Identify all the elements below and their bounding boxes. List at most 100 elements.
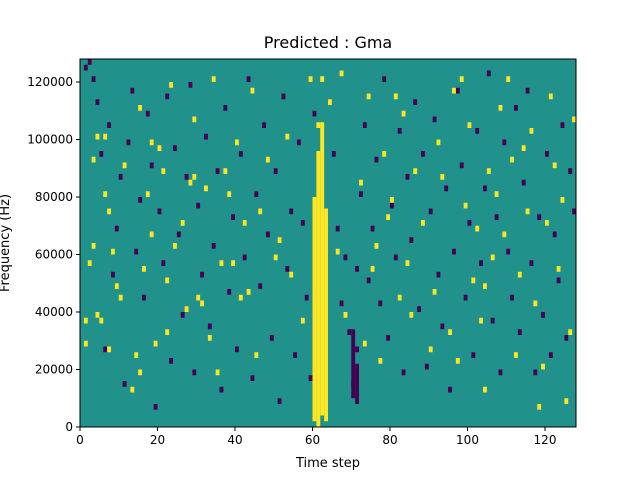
heatmap-cell-low (386, 335, 391, 341)
heatmap-cell-high (142, 266, 146, 272)
heatmap-cell-low (409, 237, 414, 243)
heatmap-cell-high (521, 145, 526, 151)
heatmap-cell-low (277, 398, 282, 404)
heatmap-cell-high (122, 162, 127, 169)
chart-title: Predicted : Gma (264, 33, 392, 52)
heatmap-cell-low (483, 185, 487, 192)
heatmap-cell-low (568, 168, 573, 174)
heatmap-cell-low (467, 220, 472, 226)
heatmap-cell-high (207, 335, 212, 341)
y-tick-label: 80000 (35, 190, 73, 204)
heatmap-cell-low (382, 76, 387, 82)
heatmap-cell-low (262, 122, 267, 128)
heatmap-cell-high (103, 133, 108, 140)
heatmap-cell-high (91, 156, 96, 163)
heatmap-cell-low (498, 369, 503, 376)
heatmap-cell-low (111, 271, 115, 278)
heatmap-cell-low (362, 122, 367, 128)
heatmap-cell-high (343, 312, 348, 318)
heatmap-band-high (320, 76, 325, 82)
heatmap-cell-high (541, 363, 546, 370)
heatmap-cell-high (242, 220, 247, 226)
heatmap-cell-low (374, 156, 379, 163)
heatmap-cell-low (413, 99, 418, 105)
heatmap-cell-low (219, 386, 224, 393)
heatmap-cell-low (490, 317, 495, 324)
heatmap-cell-high (335, 248, 340, 255)
heatmap-cell-low (533, 369, 538, 376)
heatmap-cell-high (107, 346, 112, 353)
heatmap-cell-high (308, 76, 313, 82)
heatmap-cell-high (533, 300, 538, 307)
heatmap-cell-low (560, 122, 565, 128)
heatmap-cell-high (165, 277, 170, 284)
heatmap-cell-high (95, 133, 100, 140)
heatmap-cell-low (173, 145, 177, 151)
heatmap-cell-high (188, 179, 193, 186)
heatmap-cell-low (200, 271, 205, 278)
x-tick-label: 60 (305, 433, 320, 447)
heatmap-cell-low (289, 208, 294, 215)
heatmap-cell-high (215, 369, 220, 376)
heatmap-cell-high (250, 87, 255, 94)
heatmap-cell-low (393, 254, 398, 261)
heatmap-cell-high (83, 340, 88, 347)
heatmap-cell-low (297, 139, 301, 146)
heatmap-cell-low (215, 168, 220, 174)
heatmap-cell-high (428, 346, 433, 353)
heatmap-cell-high (483, 283, 487, 289)
heatmap-cell-high (397, 294, 402, 301)
heatmap-cell-low (390, 202, 394, 209)
heatmap-cell-high (362, 340, 367, 347)
x-tick-label: 80 (382, 433, 397, 447)
heatmap-cell-low (157, 208, 162, 215)
x-tick-label: 0 (76, 433, 84, 447)
heatmap-cell-high (165, 329, 170, 335)
heatmap-cell-high (382, 151, 387, 157)
heatmap-cell-high (440, 174, 445, 180)
y-axis-label: Frequency (Hz) (0, 194, 13, 292)
heatmap-cell-high (467, 122, 472, 128)
heatmap-cell-high (184, 306, 189, 312)
heatmap-cell-low (359, 191, 363, 197)
heatmap-cell-low (463, 294, 468, 301)
heatmap-cell-high (99, 317, 104, 324)
heatmap-cell-low (331, 151, 336, 157)
heatmap-cell-low (176, 231, 181, 238)
heatmap-cell-high (490, 254, 495, 261)
heatmap-cell-high (486, 168, 491, 174)
heatmap-cell-high (409, 312, 414, 318)
x-tick-label: 120 (534, 433, 557, 447)
heatmap-cell-high (436, 139, 441, 146)
heatmap-cell-high (130, 386, 135, 393)
heatmap-cell-low (405, 174, 410, 180)
heatmap-cell-high (211, 76, 216, 82)
heatmap-cell-high (153, 340, 158, 347)
heatmap-cell-low (223, 105, 228, 111)
heatmap-cell-high (138, 369, 143, 376)
heatmap-cell-low (211, 243, 216, 249)
heatmap-cell-high (471, 277, 476, 284)
heatmap-cell-low (471, 352, 476, 358)
heatmap-cell-low (122, 381, 127, 387)
heatmap-cell-low (293, 352, 298, 358)
heatmap-band-high (316, 151, 321, 427)
heatmap-cell-low (138, 197, 143, 203)
heatmap-cell-high (258, 208, 263, 215)
heatmap-cell-low (300, 220, 305, 226)
heatmap-cell-high (149, 139, 154, 146)
heatmap-cell-high (413, 168, 418, 174)
heatmap-cell-low (126, 139, 131, 146)
heatmap-cell-low (238, 151, 243, 157)
heatmap-cell-high (227, 191, 232, 197)
heatmap-cell-low (366, 277, 371, 284)
heatmap-cell-low (281, 93, 286, 100)
heatmap-cell-low (436, 271, 441, 278)
heatmap-cell-high (529, 128, 534, 134)
heatmap-cell-high (393, 93, 398, 100)
heatmap-cell-low (514, 105, 518, 111)
heatmap-cell-high (421, 220, 425, 226)
heatmap-band-high (316, 122, 321, 128)
heatmap-cell-high (289, 271, 294, 278)
